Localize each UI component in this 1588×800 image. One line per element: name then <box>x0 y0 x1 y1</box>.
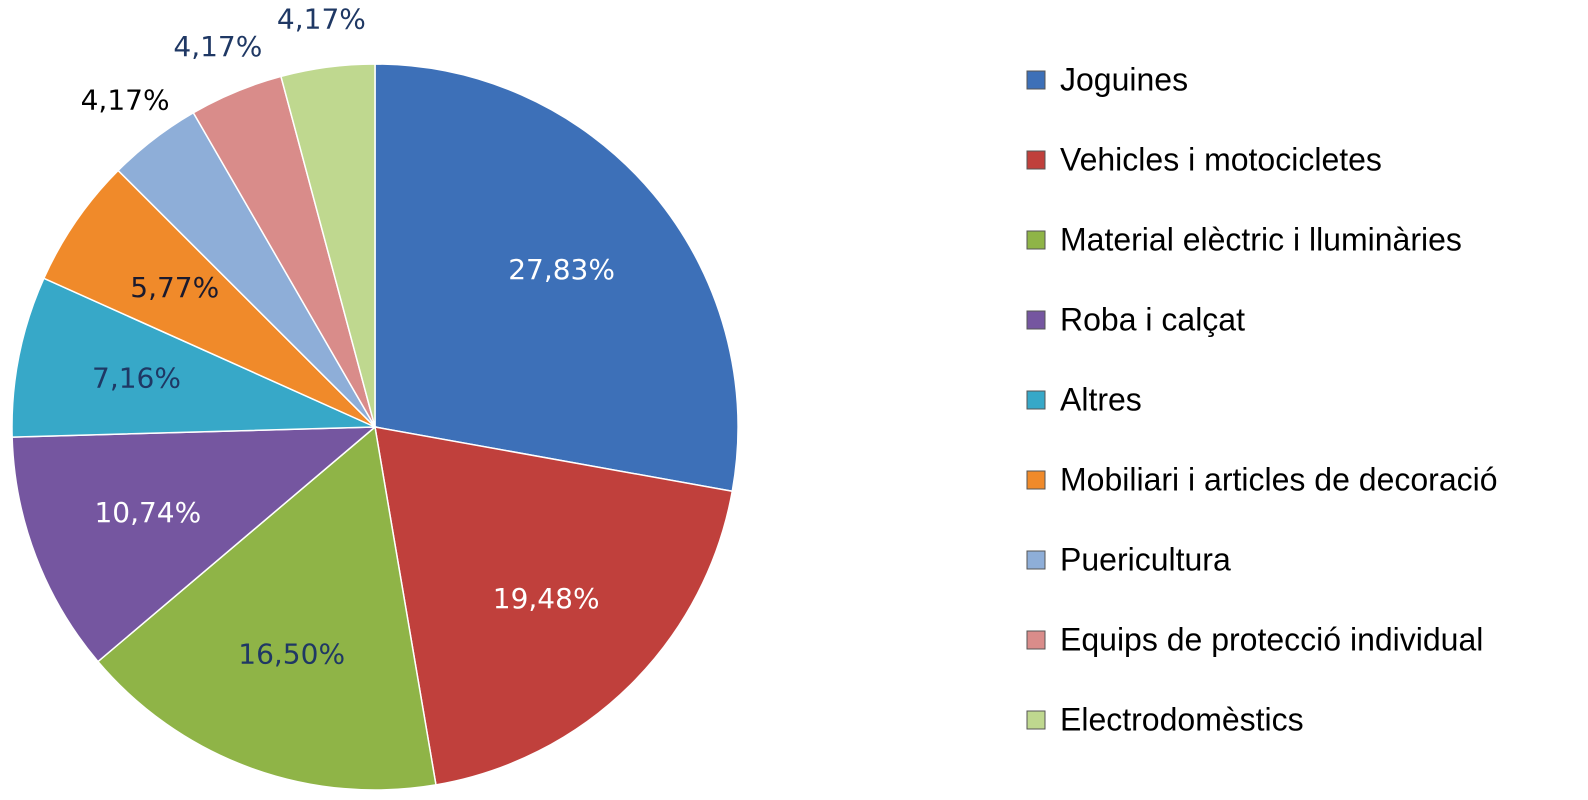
slice-label: 16,50% <box>238 637 345 670</box>
slice-label: 27,83% <box>508 253 615 286</box>
legend-label: Equips de protecció individual <box>1060 621 1483 657</box>
legend-label: Mobiliari i articles de decoració <box>1060 461 1498 497</box>
legend-label: Material elèctric i lluminàries <box>1060 221 1462 257</box>
legend-label: Roba i calçat <box>1060 301 1245 337</box>
slice-label: 4,17% <box>81 84 170 117</box>
legend-label: Altres <box>1060 381 1142 417</box>
legend-swatch <box>1026 150 1046 170</box>
slice-label: 10,74% <box>94 496 201 529</box>
slice-label: 4,17% <box>173 30 262 63</box>
legend-label: Vehicles i motocicletes <box>1060 141 1382 177</box>
legend-label: Joguines <box>1060 61 1188 97</box>
legend-swatch <box>1026 70 1046 90</box>
legend-swatch <box>1026 390 1046 410</box>
slice-label: 4,17% <box>277 2 366 35</box>
pie-slice <box>96 425 437 791</box>
pie-slice <box>42 169 376 428</box>
legend-swatch <box>1026 710 1046 730</box>
legend-swatch <box>1026 470 1046 490</box>
legend-swatch <box>1026 310 1046 330</box>
pie-slice <box>374 426 734 786</box>
pie-slice <box>11 277 376 438</box>
legend-label: Electrodomèstics <box>1060 701 1304 737</box>
slice-label: 5,77% <box>130 271 219 304</box>
pie-slice <box>374 63 739 493</box>
legend-label: Puericultura <box>1060 541 1231 577</box>
legend-swatch <box>1026 630 1046 650</box>
slice-label: 7,16% <box>92 361 181 394</box>
slice-label: 19,48% <box>493 582 600 615</box>
legend-swatch <box>1026 230 1046 250</box>
pie-slice <box>280 63 376 428</box>
legend-swatch <box>1026 550 1046 570</box>
pie-slice <box>11 426 378 663</box>
